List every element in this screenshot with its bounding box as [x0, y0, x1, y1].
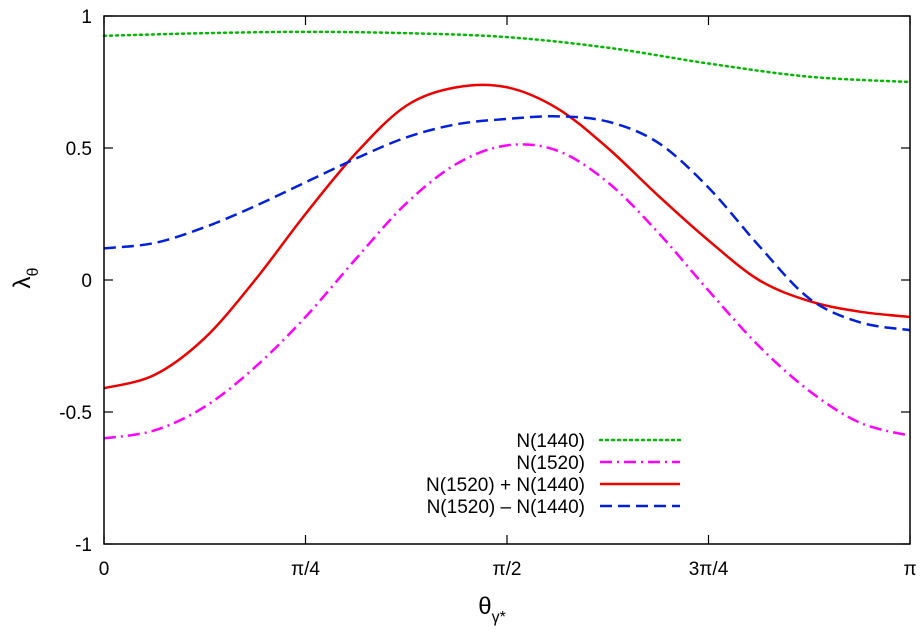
series-line-1 [102, 30, 912, 84]
legend-label-2: N(1520) [516, 453, 585, 474]
legend-label-1: N(1440) [516, 431, 585, 452]
tick-layer: 0 π/4 π/2 3π/4 π 1 0.5 0 -0.5 -1 [59, 7, 916, 580]
x-tick-label: π [903, 559, 916, 580]
x-tick-label: 0 [99, 559, 110, 580]
y-tick-label: 1 [81, 7, 92, 28]
series-layer [102, 30, 912, 440]
y-tick-label: 0 [81, 271, 92, 292]
y-tick-label: -1 [75, 535, 92, 556]
legend-label-3: N(1520) + N(1440) [426, 475, 585, 496]
x-tick-label: 3π/4 [689, 559, 729, 580]
y-tick-label: 0.5 [66, 139, 92, 160]
plot-frame [103, 15, 911, 545]
y-axis-label-subscript: θ [25, 267, 42, 276]
legend-label-4: N(1520) – N(1440) [427, 497, 585, 518]
x-axis-label-subscript: γ* [492, 609, 506, 626]
x-axis-label: θγ* [478, 593, 506, 626]
y-axis-label-main: λ [9, 276, 36, 288]
y-axis-label: λθ [9, 267, 42, 288]
x-tick-label: π/2 [493, 559, 522, 580]
series-line-4 [103, 115, 911, 332]
series-line-2 [103, 143, 911, 440]
x-tick-label: π/4 [291, 559, 320, 580]
series-line-3 [103, 83, 911, 390]
x-axis-label-main: θ [478, 593, 491, 620]
legend: N(1440)N(1520)N(1520) + N(1440)N(1520) –… [426, 431, 682, 518]
y-tick-label: -0.5 [59, 403, 92, 424]
